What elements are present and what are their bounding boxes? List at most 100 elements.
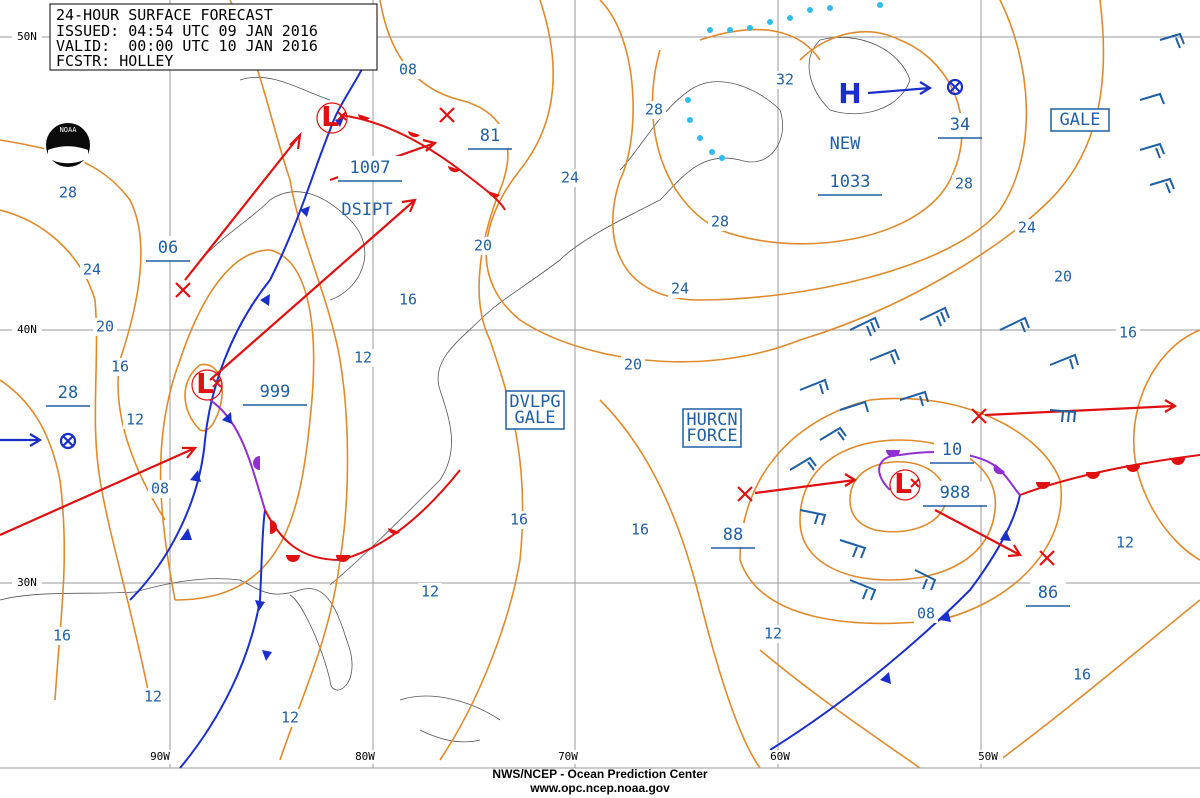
warning-text: FORCE — [686, 426, 737, 446]
isobar-label-bg — [80, 261, 104, 279]
longitude-label: 60W — [770, 750, 790, 763]
wind-barbs-part — [1149, 177, 1175, 194]
isobar — [229, 0, 349, 761]
ice-edge-part — [767, 19, 773, 25]
position-marker — [59, 432, 77, 450]
isobar — [159, 249, 315, 601]
great-lakes — [199, 76, 366, 301]
isobar-label-bg — [141, 688, 165, 706]
wind-barbs-part — [789, 456, 817, 471]
label-bg — [715, 523, 751, 547]
ice-edge-part — [827, 5, 833, 11]
latitude-label: 50N — [17, 30, 37, 43]
wind-barbs-part — [799, 509, 827, 526]
center-x — [910, 478, 920, 488]
isobar — [739, 397, 1063, 625]
isobar-label: 32 — [776, 71, 794, 89]
ice-edge-part — [877, 2, 883, 8]
past-pressures: 06 81 28 88 86 10 34 — [46, 113, 1070, 607]
caribbean — [399, 695, 501, 743]
label-bg — [942, 113, 978, 137]
isobar-label-bg — [914, 605, 938, 623]
isobar-label: 16 — [510, 511, 528, 529]
wind-barbs-part — [1049, 353, 1079, 370]
isobar — [699, 28, 821, 61]
track-arrow — [867, 81, 933, 95]
wind-barbs-part — [849, 316, 880, 337]
isobar-label-bg — [558, 169, 582, 187]
central-pressure: 1007 — [350, 158, 391, 178]
latitude-label: 30N — [17, 576, 37, 589]
wind-barbs-part — [1139, 142, 1165, 159]
header-forecaster: FCSTR: HOLLEY — [56, 52, 173, 70]
isobar-label: 08 — [399, 61, 417, 79]
isobar-label: 12 — [126, 411, 144, 429]
isobar-label: 12 — [1116, 534, 1134, 552]
high-track — [0, 78, 964, 450]
past-pressure: 06 — [158, 238, 178, 258]
isobar-label-bg — [418, 583, 442, 601]
isobar — [799, 439, 997, 581]
warning-text: GALE — [515, 408, 556, 428]
east-coast — [329, 81, 783, 586]
ice-edge-part — [787, 15, 793, 21]
isobar-label-bg — [471, 237, 495, 255]
label-bg — [1030, 581, 1066, 605]
isobar — [485, 0, 1105, 363]
fronts — [129, 49, 1200, 769]
isobar-label: 28 — [645, 101, 663, 119]
isobar-label: 20 — [624, 356, 642, 374]
central-pressure: 1033 — [830, 172, 871, 192]
label-bg — [923, 481, 987, 505]
isobar-label: 24 — [671, 280, 689, 298]
isobar-label: 08 — [151, 480, 169, 498]
wind-barbs — [789, 32, 1185, 601]
isobar-label-bg — [50, 627, 74, 645]
cold-front — [769, 494, 1021, 751]
track-arrow — [984, 399, 1178, 417]
isobar-label: 20 — [1054, 268, 1072, 286]
graticule — [0, 0, 1200, 769]
longitude-label: 90W — [150, 750, 170, 763]
center-ring — [191, 369, 223, 401]
header-valid: VALID: 00:00 UTC 10 JAN 2016 — [56, 37, 318, 55]
label-bg — [12, 30, 42, 44]
label-bg — [934, 438, 970, 462]
past-pressure: 28 — [58, 383, 78, 403]
wind-barbs-part — [1049, 409, 1077, 423]
isobar-label-bg — [1116, 324, 1140, 342]
pressure-systems: L 1007 DSIPT L 999 L 988 H 1033 NEW — [191, 77, 987, 507]
longitude-label: 80W — [355, 750, 375, 763]
header-title: 24-HOUR SURFACE FORECAST — [56, 6, 273, 24]
isobar-label: 16 — [111, 358, 129, 376]
track-arrow — [209, 198, 417, 381]
isobar — [759, 649, 921, 769]
isobar-label-bg — [278, 709, 302, 727]
label-bg — [243, 380, 307, 404]
wind-barbs-part — [999, 316, 1030, 333]
isobar-label: 28 — [59, 184, 77, 202]
longitude-label: 50W — [978, 750, 998, 763]
label-bg — [145, 750, 175, 764]
position-marker — [946, 78, 964, 96]
center-x — [337, 111, 347, 121]
isobar-label-bg — [396, 61, 420, 79]
label-bg — [338, 156, 402, 180]
warning-text: GALE — [1060, 110, 1101, 130]
isobar-label: 08 — [917, 605, 935, 623]
isobar-label-bg — [642, 101, 666, 119]
isobar — [999, 599, 1200, 761]
system-symbol: H — [838, 77, 861, 110]
central-pressure: 988 — [940, 483, 971, 503]
isobar-label-bg — [1051, 268, 1075, 286]
isobar-label-bg — [952, 175, 976, 193]
system-note: DSIPT — [341, 200, 392, 220]
gulf-coast — [0, 578, 353, 691]
isobar-label: 28 — [711, 213, 729, 231]
past-markers — [175, 107, 1055, 566]
label-bg — [50, 381, 86, 405]
position-marker — [949, 81, 961, 93]
